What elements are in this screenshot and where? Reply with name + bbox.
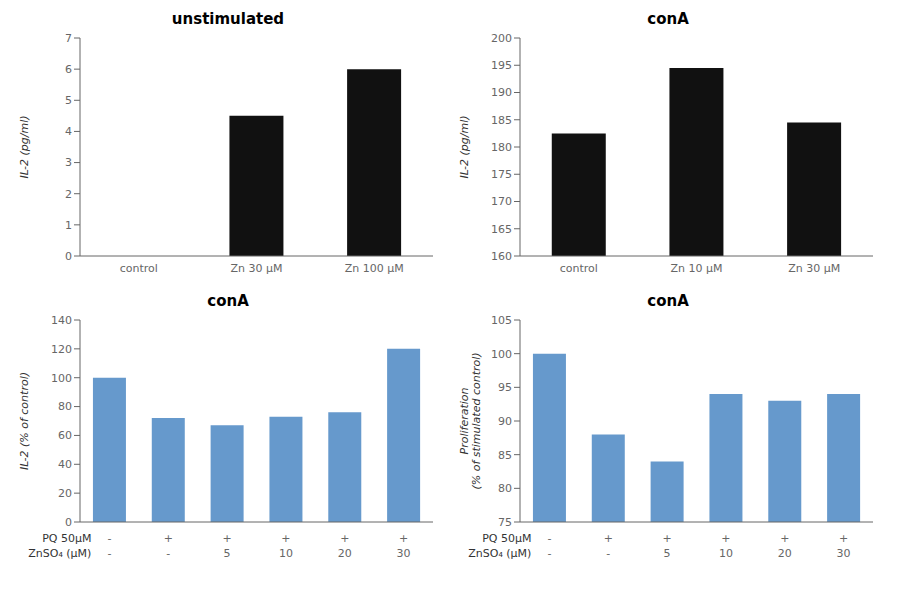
svg-text:+: +	[164, 532, 173, 545]
svg-text:Proliferation: Proliferation	[458, 387, 471, 455]
svg-text:170: 170	[491, 195, 512, 208]
svg-text:20: 20	[778, 547, 792, 560]
svg-text:60: 60	[58, 429, 72, 442]
svg-text:160: 160	[491, 250, 512, 263]
svg-text:1: 1	[65, 219, 72, 232]
svg-text:100: 100	[491, 348, 512, 361]
svg-text:5: 5	[664, 547, 671, 560]
svg-text:95: 95	[498, 381, 512, 394]
svg-text:IL-2 (pg/ml): IL-2 (pg/ml)	[458, 115, 471, 178]
svg-text:-: -	[107, 547, 111, 560]
svg-text:165: 165	[491, 223, 512, 236]
svg-text:+: +	[340, 532, 349, 545]
svg-text:105: 105	[491, 314, 512, 327]
svg-text:5: 5	[224, 547, 231, 560]
svg-text:+: +	[222, 532, 231, 545]
svg-text:75: 75	[498, 516, 512, 529]
svg-text:4: 4	[65, 125, 72, 138]
svg-text:PQ 50μM: PQ 50μM	[482, 532, 531, 545]
svg-text:ZnSO₄ (μM): ZnSO₄ (μM)	[28, 547, 91, 560]
svg-text:-: -	[547, 532, 551, 545]
svg-text:180: 180	[491, 141, 512, 154]
svg-text:+: +	[399, 532, 408, 545]
svg-text:200: 200	[491, 32, 512, 45]
svg-text:30: 30	[837, 547, 851, 560]
svg-text:100: 100	[51, 372, 72, 385]
svg-text:10: 10	[719, 547, 733, 560]
svg-text:Zn 30 μM: Zn 30 μM	[231, 262, 283, 275]
svg-text:(% of stimulated control): (% of stimulated control)	[470, 352, 483, 489]
svg-text:-: -	[166, 547, 170, 560]
svg-text:Zn 30 μM: Zn 30 μM	[788, 262, 840, 275]
svg-text:control: control	[120, 262, 158, 275]
svg-text:7: 7	[65, 32, 72, 45]
svg-text:IL-2 (pg/ml): IL-2 (pg/ml)	[18, 115, 31, 178]
svg-text:140: 140	[51, 314, 72, 327]
svg-text:+: +	[281, 532, 290, 545]
svg-text:IL-2 (% of control): IL-2 (% of control)	[18, 372, 31, 470]
svg-text:80: 80	[58, 400, 72, 413]
svg-text:+: +	[780, 532, 789, 545]
svg-text:185: 185	[491, 114, 512, 127]
svg-text:10: 10	[279, 547, 293, 560]
svg-text:3: 3	[65, 156, 72, 169]
svg-text:6: 6	[65, 63, 72, 76]
html-text:unstimulated: unstimulated	[171, 10, 285, 28]
svg-text:-: -	[107, 532, 111, 545]
svg-text:+: +	[839, 532, 848, 545]
svg-text:195: 195	[491, 59, 512, 72]
svg-text:90: 90	[498, 415, 512, 428]
svg-text:85: 85	[498, 449, 512, 462]
svg-text:175: 175	[491, 168, 512, 181]
svg-text:120: 120	[51, 343, 72, 356]
svg-text:+: +	[662, 532, 671, 545]
html-text:conA: conA	[647, 10, 689, 28]
svg-text:Zn 100 μM: Zn 100 μM	[345, 262, 404, 275]
svg-text:30: 30	[397, 547, 411, 560]
svg-text:0: 0	[65, 516, 72, 529]
html-text:conA: conA	[647, 292, 689, 310]
svg-text:20: 20	[58, 487, 72, 500]
svg-text:190: 190	[491, 86, 512, 99]
svg-text:-: -	[547, 547, 551, 560]
svg-text:-: -	[606, 547, 610, 560]
svg-text:control: control	[560, 262, 598, 275]
svg-text:5: 5	[65, 94, 72, 107]
svg-text:80: 80	[498, 482, 512, 495]
svg-text:Zn 10 μM: Zn 10 μM	[671, 262, 723, 275]
svg-text:+: +	[721, 532, 730, 545]
svg-text:ZnSO₄ (μM): ZnSO₄ (μM)	[468, 547, 531, 560]
svg-text:PQ 50μM: PQ 50μM	[42, 532, 91, 545]
svg-text:2: 2	[65, 188, 72, 201]
svg-text:+: +	[604, 532, 613, 545]
html-text:conA: conA	[207, 292, 249, 310]
svg-text:0: 0	[65, 250, 72, 263]
svg-text:20: 20	[338, 547, 352, 560]
svg-text:40: 40	[58, 458, 72, 471]
